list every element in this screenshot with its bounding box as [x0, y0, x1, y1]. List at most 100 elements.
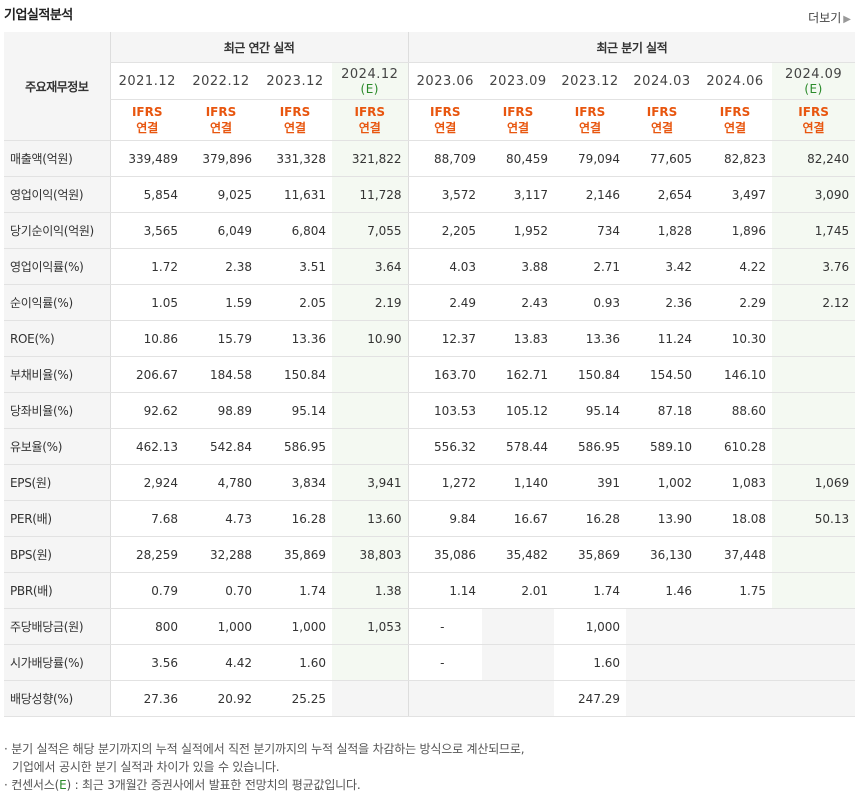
value-cell: 35,869: [554, 536, 627, 573]
more-link[interactable]: 더보기 ▶: [808, 9, 851, 26]
value-cell: 12.37: [407, 320, 483, 357]
financial-table: 주요재무정보 최근 연간 실적 최근 분기 실적 2021.12 2022.12 2…: [4, 32, 856, 717]
value-cell: [772, 572, 856, 609]
value-cell: 586.95: [258, 428, 332, 465]
value-cell: [626, 644, 699, 681]
value-cell: 3.42: [626, 248, 699, 285]
value-cell: 1,000: [554, 608, 627, 645]
value-cell: 11,631: [258, 176, 332, 213]
period-header: 2023.09: [482, 62, 555, 100]
period-label: 2024.06: [706, 73, 764, 89]
row-label: 순이익률(%): [4, 284, 110, 321]
ifrs-bottom: 연결: [136, 121, 159, 135]
value-cell: 82,823: [698, 140, 773, 177]
value-cell: 0.79: [109, 572, 184, 609]
value-cell: 5,854: [109, 176, 184, 213]
footnote-consensus-e: E: [59, 778, 67, 792]
value-cell: 16.28: [554, 500, 627, 537]
table-row: 배당성향(%) 27.36 20.92 25.25 247.29: [4, 680, 856, 717]
value-cell: 92.62: [109, 392, 184, 429]
value-cell: 2,146: [554, 176, 627, 213]
ifrs-label: IFRS 연결: [772, 99, 856, 141]
estimate-marker: (E): [360, 81, 379, 96]
table-row: 유보율(%) 462.13 542.84 586.95 556.32 578.44 586.…: [4, 428, 856, 465]
value-cell: 321,822: [332, 140, 409, 177]
ifrs-label: IFRS 연결: [109, 99, 184, 141]
ifrs-bottom: 연결: [724, 121, 747, 135]
value-cell: 50.13: [772, 500, 856, 537]
period-header: 2024.12 (E): [332, 62, 409, 100]
row-label: 매출액(억원): [4, 140, 110, 177]
value-cell: 27.36: [109, 680, 184, 717]
value-cell: 1.59: [184, 284, 258, 321]
value-cell: 2.43: [482, 284, 555, 321]
value-cell: 10.90: [332, 320, 409, 357]
value-cell: 1.60: [258, 644, 332, 681]
ifrs-label: IFRS 연결: [332, 99, 409, 141]
value-cell: 1,083: [698, 464, 773, 501]
value-cell: 2.38: [184, 248, 258, 285]
value-cell: 1,069: [772, 464, 856, 501]
value-cell: [332, 428, 409, 465]
value-cell: 15.79: [184, 320, 258, 357]
ifrs-label: IFRS 연결: [407, 99, 483, 141]
table-row: 영업이익률(%) 1.72 2.38 3.51 3.64 4.03 3.88 2.71 3.42…: [4, 248, 856, 285]
ifrs-bottom: 연결: [283, 121, 307, 135]
value-cell: 20.92: [184, 680, 258, 717]
table-row: PBR(배) 0.79 0.70 1.74 1.38 1.14 2.01 1.74 1.46 1.…: [4, 572, 856, 609]
value-cell: [332, 356, 409, 393]
value-cell: [482, 680, 555, 717]
value-cell: 154.50: [626, 356, 699, 393]
ifrs-bottom: 연결: [802, 121, 825, 135]
table-row: ROE(%) 10.86 15.79 13.36 10.90 12.37 13.83 13.3…: [4, 320, 856, 357]
value-cell: 3,117: [482, 176, 555, 213]
footnote-quarterly-cont: 기업에서 공시한 분기 실적과 차이가 있을 수 있습니다.: [12, 760, 280, 774]
row-label: ROE(%): [4, 320, 110, 357]
period-label: 2024.12: [341, 66, 399, 82]
ifrs-header-row: IFRS 연결 IFRS 연결 IFRS 연결 IFRS 연결 IFRS 연결 IFRS 연결 IFRS…: [4, 99, 856, 141]
period-header: 2023.12: [258, 62, 332, 100]
value-cell: 578.44: [482, 428, 555, 465]
footnote-consensus: · 컨센서스(E) : 최근 3개월간 증권사에서 발표한 전망치의 평균값입니…: [4, 776, 524, 794]
value-cell: 3.56: [109, 644, 184, 681]
value-cell: 146.10: [698, 356, 773, 393]
value-cell: 32,288: [184, 536, 258, 573]
chevron-right-icon: ▶: [843, 14, 851, 25]
ifrs-bottom: 연결: [507, 121, 530, 135]
table-row: 부채비율(%) 206.67 184.58 150.84 163.70 162.71 150…: [4, 356, 856, 393]
value-cell: 556.32: [407, 428, 483, 465]
value-cell: 95.14: [554, 392, 627, 429]
value-cell: 88.60: [698, 392, 773, 429]
ifrs-label: IFRS 연결: [626, 99, 699, 141]
value-cell: 1.74: [258, 572, 332, 609]
value-cell: 542.84: [184, 428, 258, 465]
value-cell: 734: [554, 212, 627, 249]
value-cell: [407, 680, 483, 717]
value-cell: 1,002: [626, 464, 699, 501]
ifrs-bottom: 연결: [209, 121, 233, 135]
value-cell: 184.58: [184, 356, 258, 393]
value-cell: 2.36: [626, 284, 699, 321]
footnotes: · 분기 실적은 해당 분기까지의 누적 실적에서 직전 분기까지의 누적 실적…: [4, 740, 525, 794]
value-cell: 1,272: [407, 464, 483, 501]
quarter-group-header: 최근 분기 실적: [407, 32, 856, 63]
row-label: 영업이익률(%): [4, 248, 110, 285]
value-cell: 462.13: [109, 428, 184, 465]
value-cell: 10.30: [698, 320, 773, 357]
value-cell: [698, 644, 773, 681]
value-cell: 6,049: [184, 212, 258, 249]
period-header: 2022.12: [184, 62, 258, 100]
period-label: 2023.06: [416, 73, 474, 89]
value-cell: 4.22: [698, 248, 773, 285]
table-row: EPS(원) 2,924 4,780 3,834 3,941 1,272 1,140 391 1…: [4, 464, 856, 501]
value-cell: 82,240: [772, 140, 856, 177]
value-cell: 2.29: [698, 284, 773, 321]
value-cell: 163.70: [407, 356, 483, 393]
value-cell: 1,053: [332, 608, 409, 645]
row-label: 영업이익(억원): [4, 176, 110, 213]
value-cell: [482, 644, 555, 681]
ifrs-label: IFRS 연결: [184, 99, 258, 141]
value-cell: 610.28: [698, 428, 773, 465]
value-cell: 586.95: [554, 428, 627, 465]
value-cell: 1.05: [109, 284, 184, 321]
